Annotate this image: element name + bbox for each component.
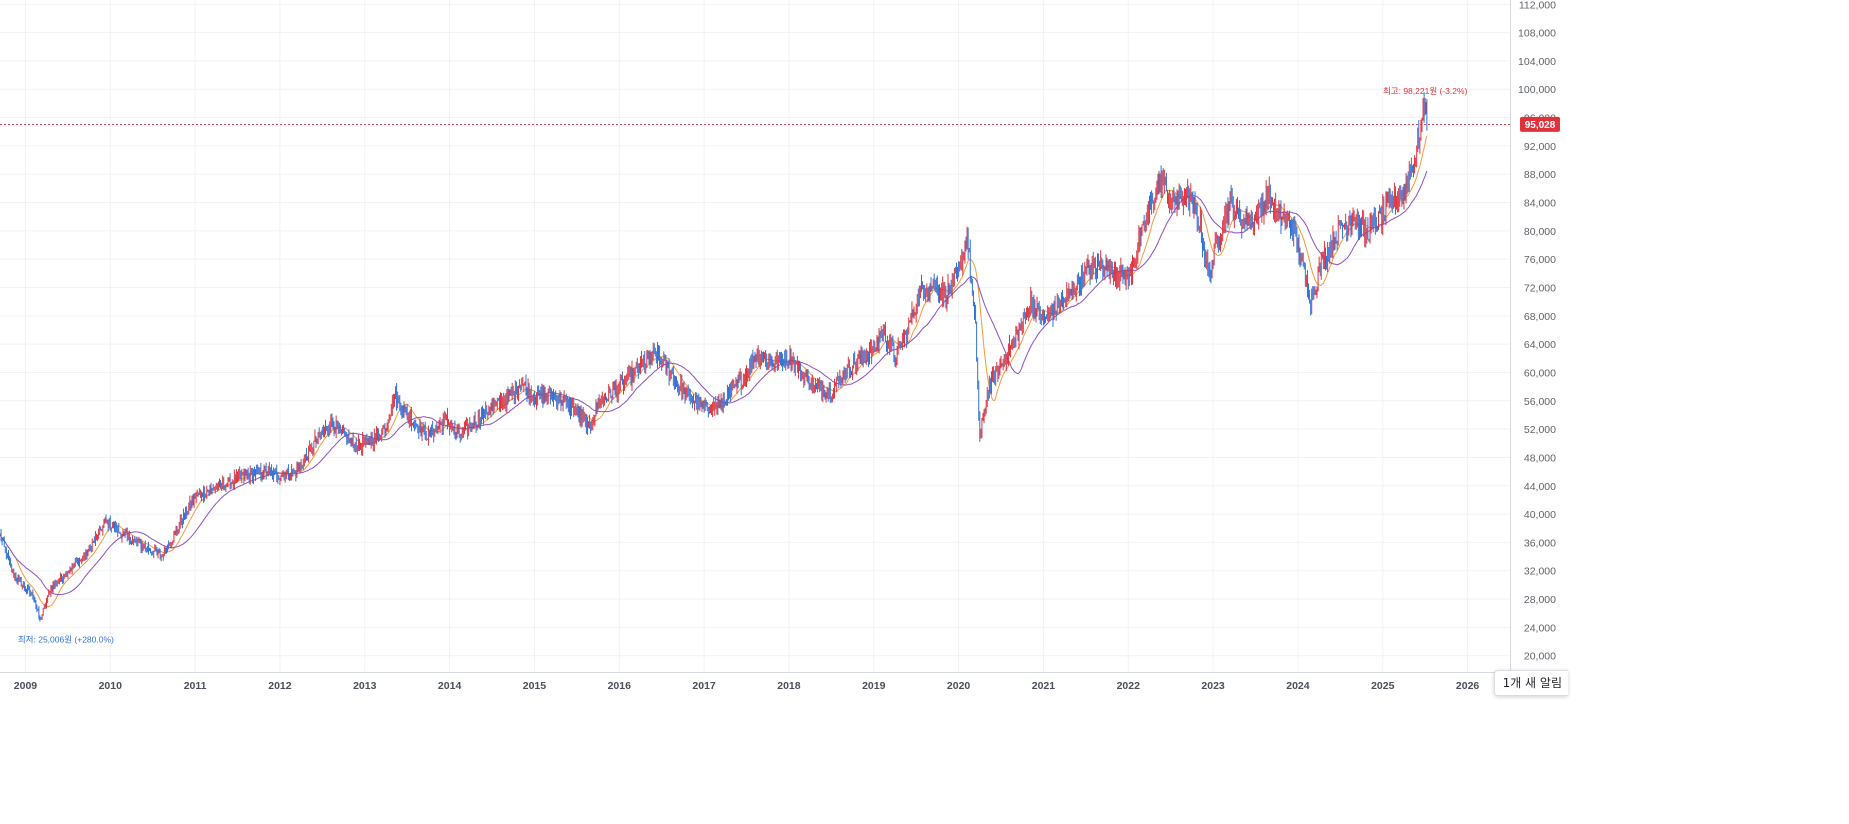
y-tick-label: 84,000 [1524,198,1556,210]
y-tick-label: 56,000 [1524,396,1556,408]
y-tick-label: 72,000 [1524,282,1556,294]
chart-grid [0,0,1510,672]
y-tick-label: 88,000 [1524,169,1556,181]
y-tick-label: 68,000 [1524,311,1556,323]
x-tick-label: 2019 [862,680,886,692]
x-tick-label: 2026 [1456,680,1480,692]
axes: 112,000108,000104,000100,00096,00092,000… [0,0,1560,692]
x-tick-label: 2012 [268,680,292,692]
x-tick-label: 2013 [353,680,377,692]
y-tick-label: 60,000 [1524,367,1556,379]
annotations: 최고: 98,221원 (-3.2%) 최저: 25,006원 (+280.0%) [18,86,1468,644]
y-tick-label: 20,000 [1524,651,1556,663]
y-tick-label: 48,000 [1524,452,1556,464]
y-tick-label: 52,000 [1524,424,1556,436]
current-price-tag [1520,116,1560,132]
y-tick-label: 104,000 [1518,56,1556,68]
y-tick-label: 24,000 [1524,622,1556,634]
y-tick-label: 64,000 [1524,339,1556,351]
y-tick-label: 36,000 [1524,537,1556,549]
x-tick-label: 2014 [438,680,462,692]
x-tick-label: 2023 [1201,680,1225,692]
x-tick-label: 2011 [184,680,207,692]
y-tick-label: 40,000 [1524,509,1556,521]
x-tick-label: 2010 [99,680,123,692]
current-price-label: 95,028 [1525,120,1556,131]
y-tick-label: 92,000 [1524,141,1556,153]
y-tick-label: 80,000 [1524,226,1556,238]
candles [0,92,1428,622]
x-tick-label: 2021 [1032,680,1056,692]
y-tick-label: 112,000 [1519,0,1556,11]
y-tick-label: 108,000 [1518,28,1556,40]
x-tick-label: 2009 [14,680,38,692]
y-tick-label: 76,000 [1524,254,1556,266]
new-notification-badge[interactable]: 1개 새 알림 [1493,670,1568,696]
x-tick-label: 2016 [608,680,632,692]
y-tick-label: 32,000 [1524,566,1556,578]
low-annotation: 최저: 25,006원 (+280.0%) [18,634,114,644]
y-tick-label: 44,000 [1524,481,1556,493]
x-tick-label: 2020 [947,680,971,692]
price-chart[interactable]: 최고: 98,221원 (-3.2%) 최저: 25,006원 (+280.0%)… [0,0,1568,700]
x-tick-label: 2025 [1371,680,1395,692]
high-annotation: 최고: 98,221원 (-3.2%) [1383,86,1468,96]
x-tick-label: 2018 [777,680,801,692]
x-tick-label: 2015 [523,680,547,692]
x-tick-label: 2024 [1286,680,1310,692]
y-tick-label: 28,000 [1524,594,1556,606]
x-tick-label: 2017 [692,680,716,692]
x-tick-label: 2022 [1117,680,1141,692]
y-tick-label: 100,000 [1518,84,1556,96]
